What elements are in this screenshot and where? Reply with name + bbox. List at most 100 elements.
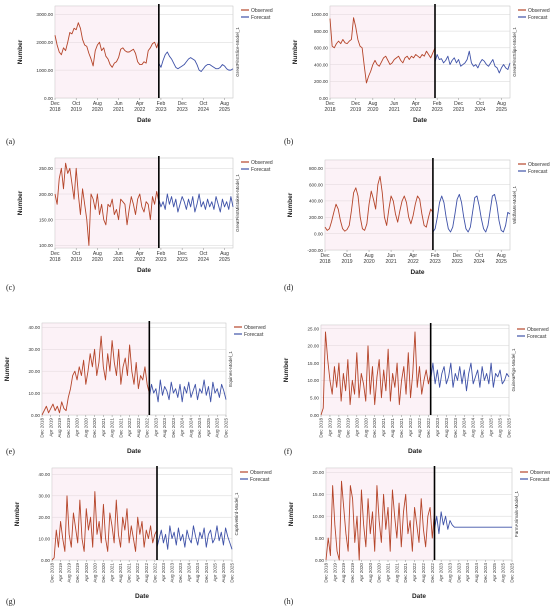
x-tick-label: Jun	[115, 251, 123, 257]
x-tick-label: Apr 2023	[435, 418, 440, 437]
plot-area	[54, 5, 234, 99]
x-tick-label: 2020	[92, 257, 103, 263]
x-tick-label: Dec 2020	[101, 563, 106, 583]
x-tick-label: Aug	[368, 101, 377, 107]
x-tick-label: Dec 2021	[399, 418, 404, 438]
x-tick-label: Dec 2022	[426, 418, 431, 438]
panel-letter: (h)	[284, 597, 294, 606]
panel-letter: (d)	[284, 283, 294, 292]
observed-band	[52, 468, 157, 560]
x-tick-label: Aug 2024	[195, 563, 200, 583]
x-tick-label: Dec 2025	[224, 418, 229, 438]
x-tick-label: Apr 2022	[127, 418, 132, 437]
observed-series-line	[324, 175, 434, 232]
x-tick-label: Aug	[93, 101, 102, 107]
x-tick-label: Apr 2020	[354, 418, 359, 437]
x-tick-label: Aug 2019	[341, 563, 346, 583]
x-tick-label: Apr 2025	[492, 563, 497, 582]
x-tick-label: Apr 2020	[84, 563, 89, 582]
x-tick-label: Dec 2020	[372, 418, 377, 438]
x-tick-label: Apr 2022	[412, 563, 417, 582]
x-tick-label: Aug 2019	[57, 418, 62, 438]
x-tick-label: Dec 2019	[345, 418, 350, 438]
x-tick-label: 2018	[319, 259, 330, 265]
legend-label: Forecast	[528, 169, 548, 175]
chart-panel-e: 0.00 10.00 20.00 30.00 40.00 Dec 2018 Apr 2019…	[4, 321, 266, 455]
x-tick-label: Dec 2020	[92, 418, 97, 438]
x-tick-label: Aug 2020	[368, 563, 373, 583]
x-tick-label: 2019	[350, 107, 361, 113]
x-tick-label: Aug 2022	[417, 418, 422, 438]
legend-label: Observed	[250, 470, 272, 476]
x-tick-label: 2023	[155, 257, 166, 263]
x-tick-label: Dec 2023	[178, 563, 183, 583]
x-tick-label: Oct	[476, 101, 484, 107]
x-tick-label: Jun	[387, 253, 395, 259]
y-tick-label: 0.00	[41, 558, 50, 563]
x-tick-label: 2025	[219, 257, 230, 263]
x-tick-label: Apr 2021	[110, 563, 115, 582]
chart-panel-d: -200.000.00200.00400.00600.00800.00Dec20…	[287, 158, 550, 276]
series-side-label: GreatFirstSlice-Model_1	[235, 27, 240, 77]
legend-label: Observed	[244, 325, 266, 331]
y-tick-label: 600.00	[314, 46, 328, 51]
y-tick-label: 40.00	[39, 472, 51, 477]
legend-label: Forecast	[530, 477, 550, 483]
chart-panel-a: 0.001000.002000.003000.00Dec2018Oct2019A…	[17, 4, 273, 124]
legend-label: Forecast	[528, 15, 548, 21]
observed-series-line	[41, 335, 150, 416]
legend-label: Forecast	[527, 334, 547, 340]
x-tick-label: Dec 2024	[480, 418, 485, 438]
y-tick-label: 0.00	[319, 96, 328, 101]
x-tick-label: Aug 2021	[394, 563, 399, 583]
plot-area	[325, 467, 513, 561]
observed-series-line	[54, 22, 160, 68]
y-axis-title: Number	[287, 192, 294, 217]
x-tick-label: Aug	[497, 101, 506, 107]
x-tick-label: Aug 2022	[144, 563, 149, 583]
y-axis-title: Number	[17, 190, 24, 215]
x-axis-title: Date	[410, 269, 424, 276]
x-tick-label: Dec 2018	[319, 418, 324, 438]
series-side-label: WildfaMs-Model_1	[512, 186, 517, 224]
y-tick-label: 10.00	[313, 514, 325, 519]
x-tick-label: Aug 2021	[390, 418, 395, 438]
y-tick-label: 1000.00	[311, 12, 328, 17]
x-tick-label: 2020	[367, 107, 378, 113]
y-tick-label: 150.00	[39, 218, 53, 223]
x-tick-label: Apr 2024	[465, 563, 470, 582]
x-tick-label: 2023	[453, 107, 464, 113]
x-tick-label: 2021	[386, 259, 397, 265]
x-tick-label: Aug 2025	[215, 418, 220, 438]
plot-area	[51, 467, 233, 561]
panel-letter: (b)	[284, 137, 294, 146]
y-tick-label: 25.00	[308, 326, 320, 331]
x-tick-label: Aug 2023	[162, 418, 167, 438]
legend-label: Observed	[528, 162, 550, 168]
y-tick-label: 40.00	[29, 325, 41, 330]
x-tick-label: Apr 2020	[75, 418, 80, 437]
x-tick-label: 2023	[452, 259, 463, 265]
x-tick-label: Aug 2021	[118, 563, 123, 583]
x-tick-label: Apr 2021	[101, 418, 106, 437]
x-tick-label: Dec	[351, 101, 360, 107]
y-tick-label: 100.00	[39, 243, 53, 248]
x-tick-label: Dec	[454, 101, 463, 107]
x-tick-label: Aug 2024	[471, 418, 476, 438]
x-tick-label: Aug	[93, 251, 102, 257]
x-axis-title: Date	[408, 448, 422, 455]
series-side-label: GuineaPigs-Model_1	[511, 348, 516, 391]
y-tick-label: 800.00	[314, 29, 328, 34]
x-tick-label: Apr 2025	[212, 563, 217, 582]
x-tick-label: Apr 2024	[187, 563, 192, 582]
x-tick-label: Dec 2019	[350, 563, 355, 583]
y-tick-label: 20.00	[308, 344, 320, 349]
x-tick-label: 2024	[474, 259, 485, 265]
panel-letter: (g)	[6, 597, 16, 606]
legend-label: Observed	[527, 327, 549, 333]
x-tick-label: 2024	[198, 257, 209, 263]
y-tick-label: 600.00	[309, 182, 323, 187]
x-tick-label: Aug 2022	[421, 563, 426, 583]
x-tick-label: Aug 2025	[221, 563, 226, 583]
